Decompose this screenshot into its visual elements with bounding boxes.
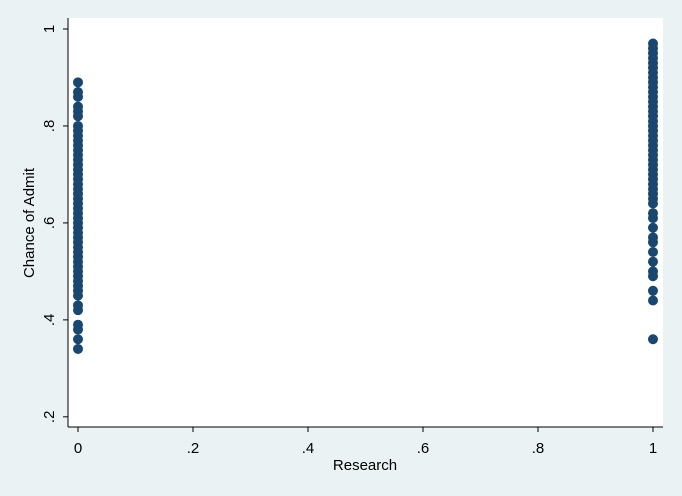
point xyxy=(73,120,84,131)
x-tick-label: .2 xyxy=(187,440,200,457)
point xyxy=(73,87,84,98)
y-tick-label: .4 xyxy=(41,314,58,327)
x-tick-label: 0 xyxy=(74,440,82,457)
plot-area xyxy=(68,18,663,427)
x-tick-label: 1 xyxy=(649,440,657,457)
point xyxy=(73,343,84,354)
point xyxy=(73,101,84,112)
y-axis-label: Chance of Admit xyxy=(21,167,38,278)
point xyxy=(73,77,84,88)
point xyxy=(647,246,658,257)
x-tick-label: .8 xyxy=(532,440,545,457)
y-tick-label: .2 xyxy=(41,411,58,424)
point xyxy=(647,334,658,345)
point xyxy=(647,222,658,233)
point xyxy=(73,334,84,345)
point xyxy=(73,300,84,311)
y-tick-label: .8 xyxy=(41,120,58,133)
y-tick-label: .6 xyxy=(41,217,58,230)
point xyxy=(647,232,658,243)
point xyxy=(647,256,658,267)
point xyxy=(647,266,658,277)
x-axis-label: Research xyxy=(333,457,397,474)
y-tick-label: 1 xyxy=(41,25,58,33)
point xyxy=(647,208,658,219)
point xyxy=(647,38,658,49)
point xyxy=(73,319,84,330)
point xyxy=(647,285,658,296)
x-tick-label: .6 xyxy=(417,440,430,457)
point xyxy=(647,295,658,306)
x-tick-label: .4 xyxy=(302,440,315,457)
